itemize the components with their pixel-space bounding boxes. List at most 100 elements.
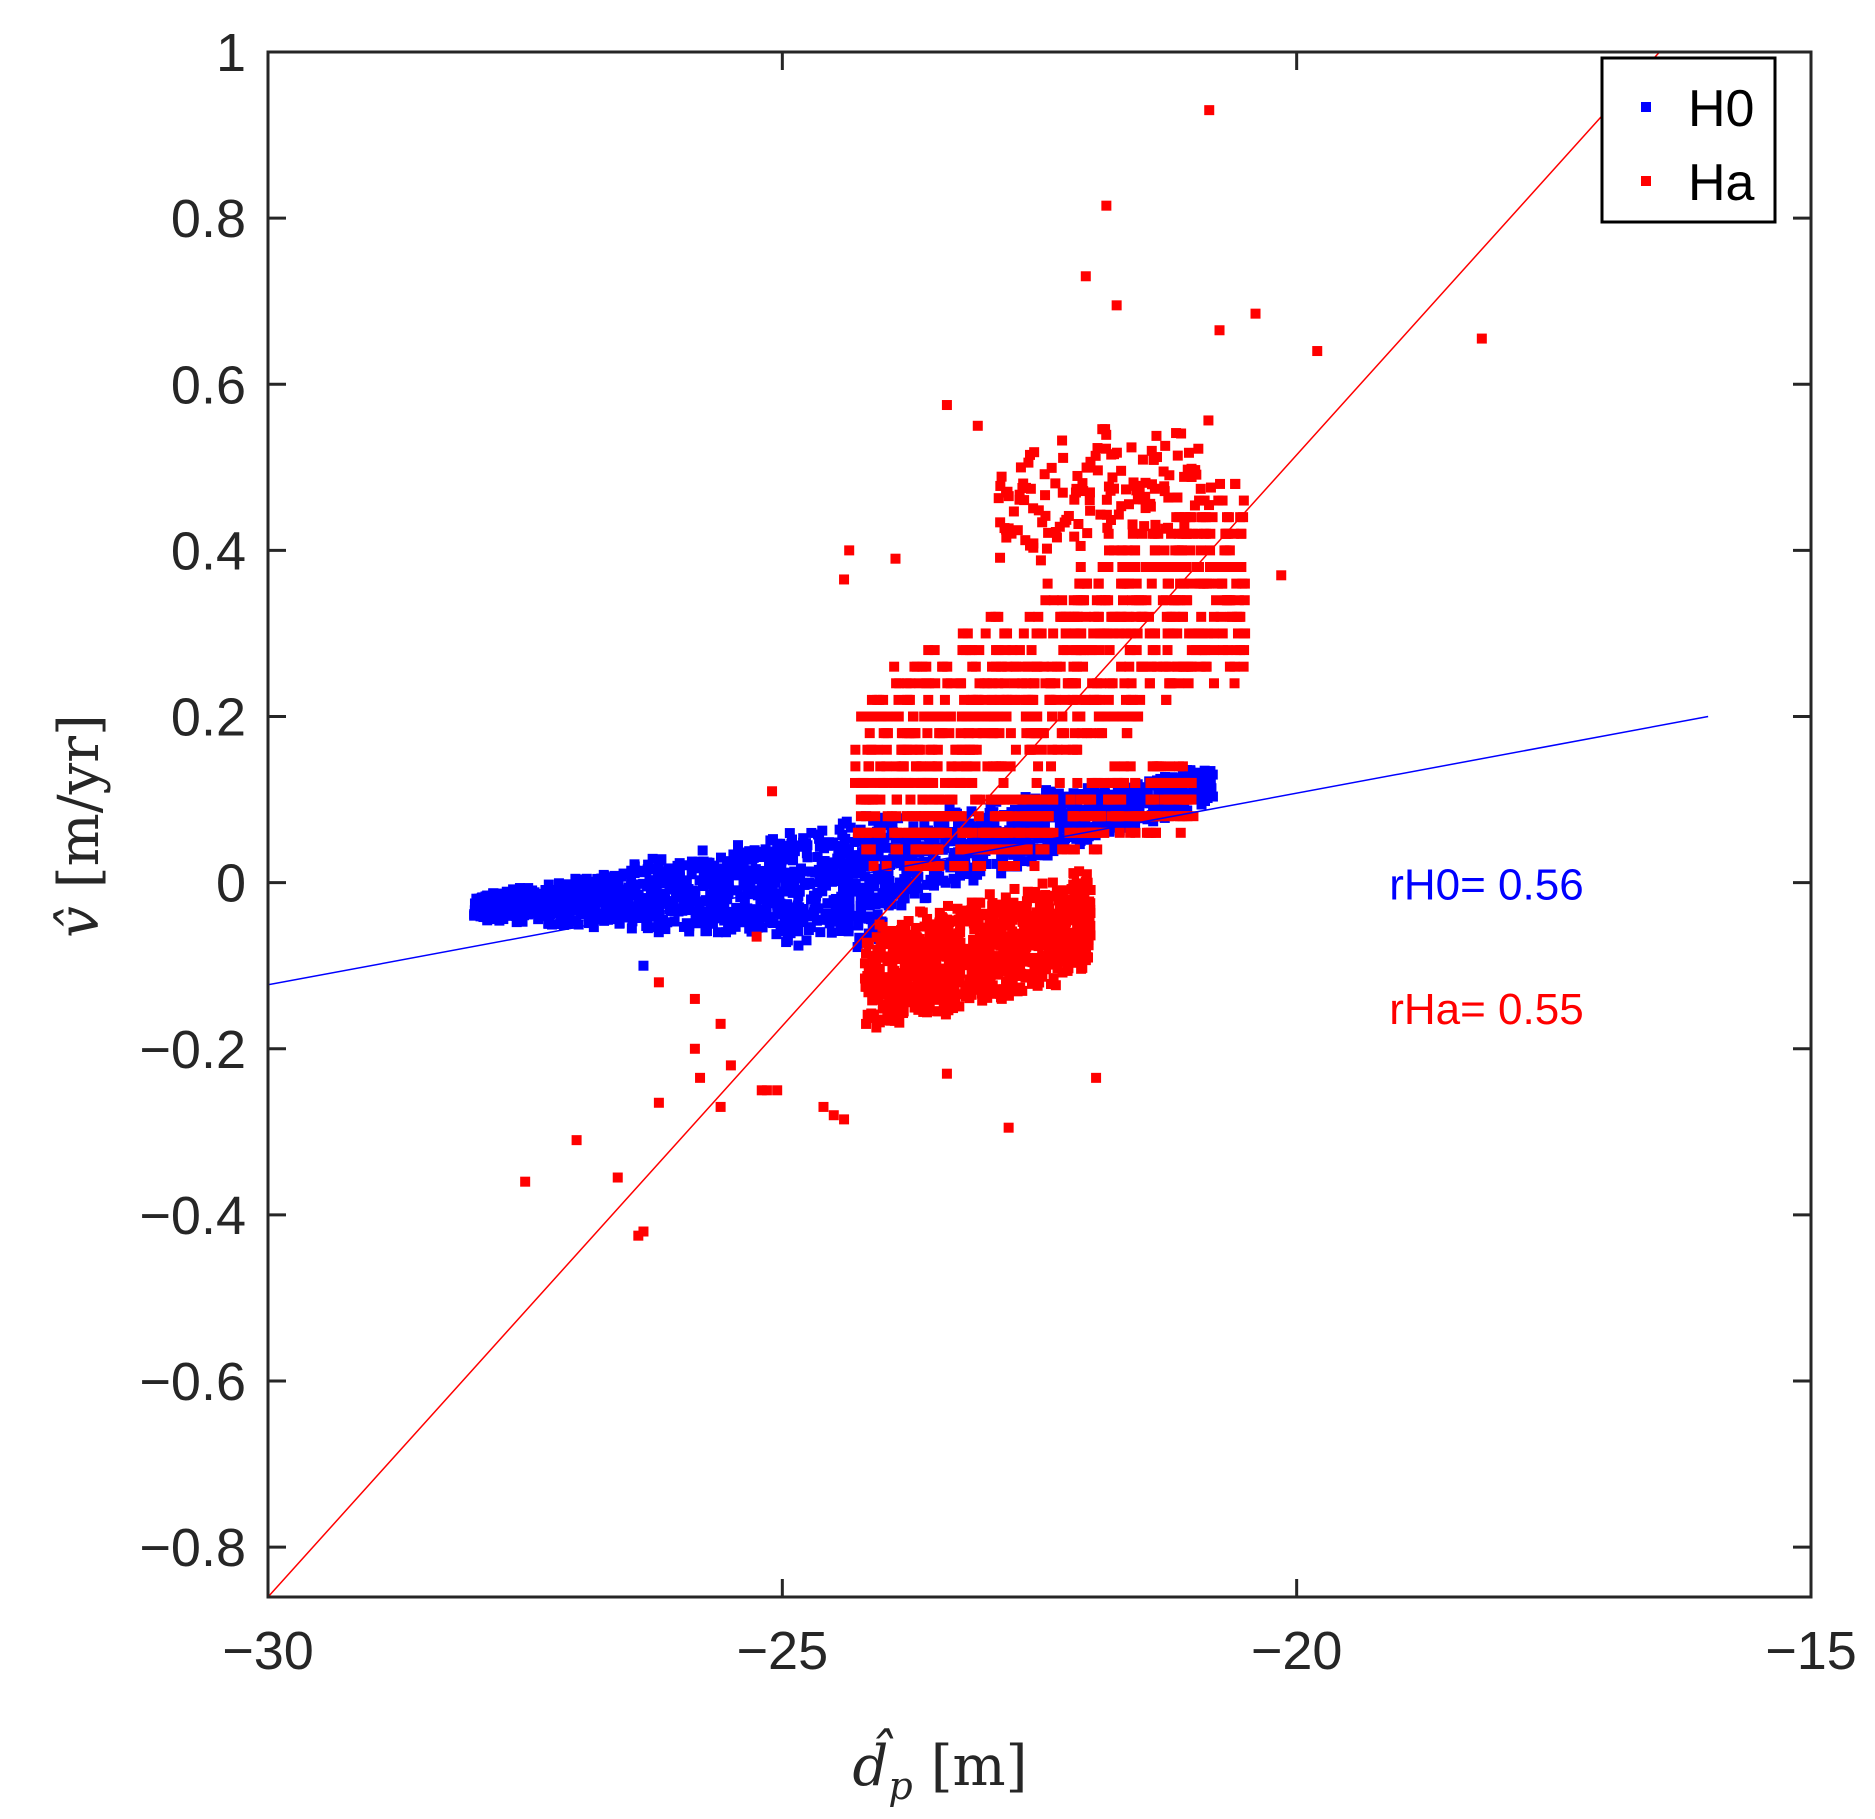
data-point xyxy=(932,827,943,838)
data-point xyxy=(1103,528,1114,539)
data-point xyxy=(940,711,951,722)
data-point xyxy=(1238,628,1249,639)
data-point xyxy=(667,896,678,907)
data-point xyxy=(884,893,895,904)
data-point xyxy=(1105,485,1116,496)
data-point xyxy=(923,921,934,932)
data-point xyxy=(1126,442,1137,453)
svg-text:d̂p[m]: d̂p [m] xyxy=(853,1727,1028,1808)
data-point xyxy=(1010,954,1021,965)
data-point xyxy=(1092,443,1103,454)
data-point xyxy=(1057,487,1068,498)
data-point xyxy=(1146,578,1157,589)
data-point xyxy=(707,879,718,890)
data-point xyxy=(1001,694,1012,705)
data-point xyxy=(971,954,982,965)
data-point xyxy=(590,884,601,895)
data-point xyxy=(1042,811,1053,822)
data-point xyxy=(960,645,971,656)
data-point xyxy=(770,873,781,884)
data-point xyxy=(1029,678,1040,689)
data-point xyxy=(1021,728,1032,739)
data-point xyxy=(978,983,989,994)
data-point xyxy=(1100,443,1111,454)
data-point xyxy=(853,920,864,931)
data-point xyxy=(1077,962,1088,973)
data-point xyxy=(844,545,855,556)
data-point xyxy=(1009,661,1020,672)
data-point xyxy=(733,911,744,922)
data-point xyxy=(1224,661,1235,672)
data-point xyxy=(932,744,943,755)
data-point xyxy=(999,628,1010,639)
data-point xyxy=(1236,562,1247,572)
data-point xyxy=(1048,846,1059,857)
data-point xyxy=(882,811,893,822)
data-point xyxy=(1111,300,1122,311)
data-point xyxy=(653,927,664,938)
data-point xyxy=(908,821,919,832)
data-point xyxy=(989,918,1000,929)
data-point xyxy=(1103,694,1114,705)
data-point xyxy=(577,891,588,902)
data-point xyxy=(1040,490,1051,501)
data-point xyxy=(904,997,915,1008)
data-point xyxy=(1070,487,1081,498)
data-point xyxy=(1156,811,1167,822)
data-point xyxy=(562,901,573,912)
data-point xyxy=(728,849,739,860)
data-point xyxy=(498,901,509,912)
data-point xyxy=(890,711,901,722)
data-point xyxy=(936,963,947,974)
data-point xyxy=(844,904,855,915)
data-point xyxy=(1079,946,1090,957)
data-point xyxy=(865,844,876,855)
legend: H0 Ha xyxy=(1600,56,1777,224)
data-point xyxy=(934,934,945,945)
data-point xyxy=(1024,910,1035,921)
data-point xyxy=(1176,428,1187,439)
data-point xyxy=(913,844,924,855)
data-point xyxy=(726,924,737,935)
data-point xyxy=(864,876,875,887)
data-point xyxy=(843,926,854,937)
data-point xyxy=(1179,519,1190,530)
data-point xyxy=(803,925,814,936)
x-tick-label: −15 xyxy=(1765,1621,1857,1681)
points-layer xyxy=(469,105,1487,1241)
data-point xyxy=(781,937,792,948)
data-point xyxy=(1043,827,1054,838)
data-point xyxy=(1061,514,1072,525)
data-point xyxy=(1098,777,1109,788)
data-point xyxy=(839,886,850,897)
data-point xyxy=(612,1172,623,1183)
data-point xyxy=(965,694,976,705)
data-point xyxy=(849,886,860,897)
data-point xyxy=(850,761,861,772)
data-point xyxy=(738,858,749,869)
data-point xyxy=(949,861,960,872)
data-point xyxy=(887,954,898,965)
data-point xyxy=(1074,866,1085,877)
data-point xyxy=(821,874,832,885)
data-point xyxy=(504,900,515,911)
data-point xyxy=(1044,694,1055,705)
data-point xyxy=(1006,912,1017,923)
data-point xyxy=(575,880,586,891)
data-point xyxy=(1129,545,1140,556)
data-point xyxy=(954,1001,965,1012)
data-point xyxy=(837,818,848,829)
data-point xyxy=(1040,595,1051,606)
data-point xyxy=(923,988,934,999)
data-point xyxy=(1129,795,1140,806)
data-point xyxy=(812,851,823,862)
data-point xyxy=(725,1060,736,1071)
data-point xyxy=(784,853,795,864)
data-point xyxy=(641,865,652,876)
data-point xyxy=(1162,645,1173,656)
data-point xyxy=(1033,505,1044,516)
data-point xyxy=(736,917,747,928)
data-point xyxy=(1176,611,1187,622)
data-point xyxy=(1476,333,1487,344)
data-point xyxy=(906,811,917,822)
